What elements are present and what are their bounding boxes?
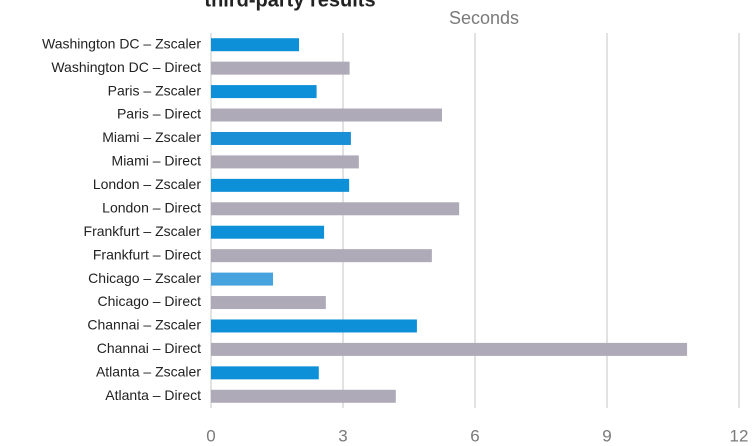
y-tick-label: Miami – Direct [112, 153, 202, 169]
bar [211, 178, 350, 192]
y-tick-label: Paris – Direct [117, 106, 201, 122]
bar [211, 225, 325, 239]
bar [211, 342, 688, 356]
y-tick-label: Atlanta – Direct [105, 387, 201, 403]
y-tick-label: Channai – Direct [97, 340, 201, 356]
x-tick-label: 0 [206, 426, 215, 445]
bar [211, 108, 442, 122]
y-tick-label: London – Zscaler [93, 176, 202, 192]
y-tick-label: London – Direct [102, 199, 201, 215]
axis-title: Seconds [449, 8, 519, 28]
y-tick-label: Paris – Zscaler [108, 82, 202, 98]
y-tick-label: Washington DC – Direct [51, 59, 201, 75]
y-tick-label: Washington DC – Zscaler [42, 35, 201, 51]
y-tick-label: Channai – Zscaler [87, 317, 201, 333]
bar [211, 319, 417, 333]
bar [211, 202, 460, 216]
bar [211, 85, 317, 99]
x-tick-label: 6 [470, 426, 479, 445]
y-tick-label: Chicago – Zscaler [88, 270, 201, 286]
y-tick-label: Atlanta – Zscaler [96, 364, 201, 380]
bar [211, 155, 359, 169]
bar [211, 389, 396, 403]
x-tick-label: 9 [602, 426, 611, 445]
bar [211, 249, 432, 263]
y-tick-label: Frankfurt – Direct [93, 246, 201, 262]
bar [211, 131, 351, 145]
chart-title: third-party results [204, 0, 375, 11]
bar [211, 296, 326, 310]
x-tick-label: 3 [338, 426, 347, 445]
y-tick-label: Frankfurt – Zscaler [84, 223, 202, 239]
bar [211, 38, 299, 52]
y-tick-label: Chicago – Direct [98, 293, 202, 309]
bar [211, 272, 274, 286]
bar [211, 61, 350, 75]
x-tick-label: 12 [730, 426, 749, 445]
bar [211, 366, 319, 380]
y-tick-label: Miami – Zscaler [102, 129, 201, 145]
